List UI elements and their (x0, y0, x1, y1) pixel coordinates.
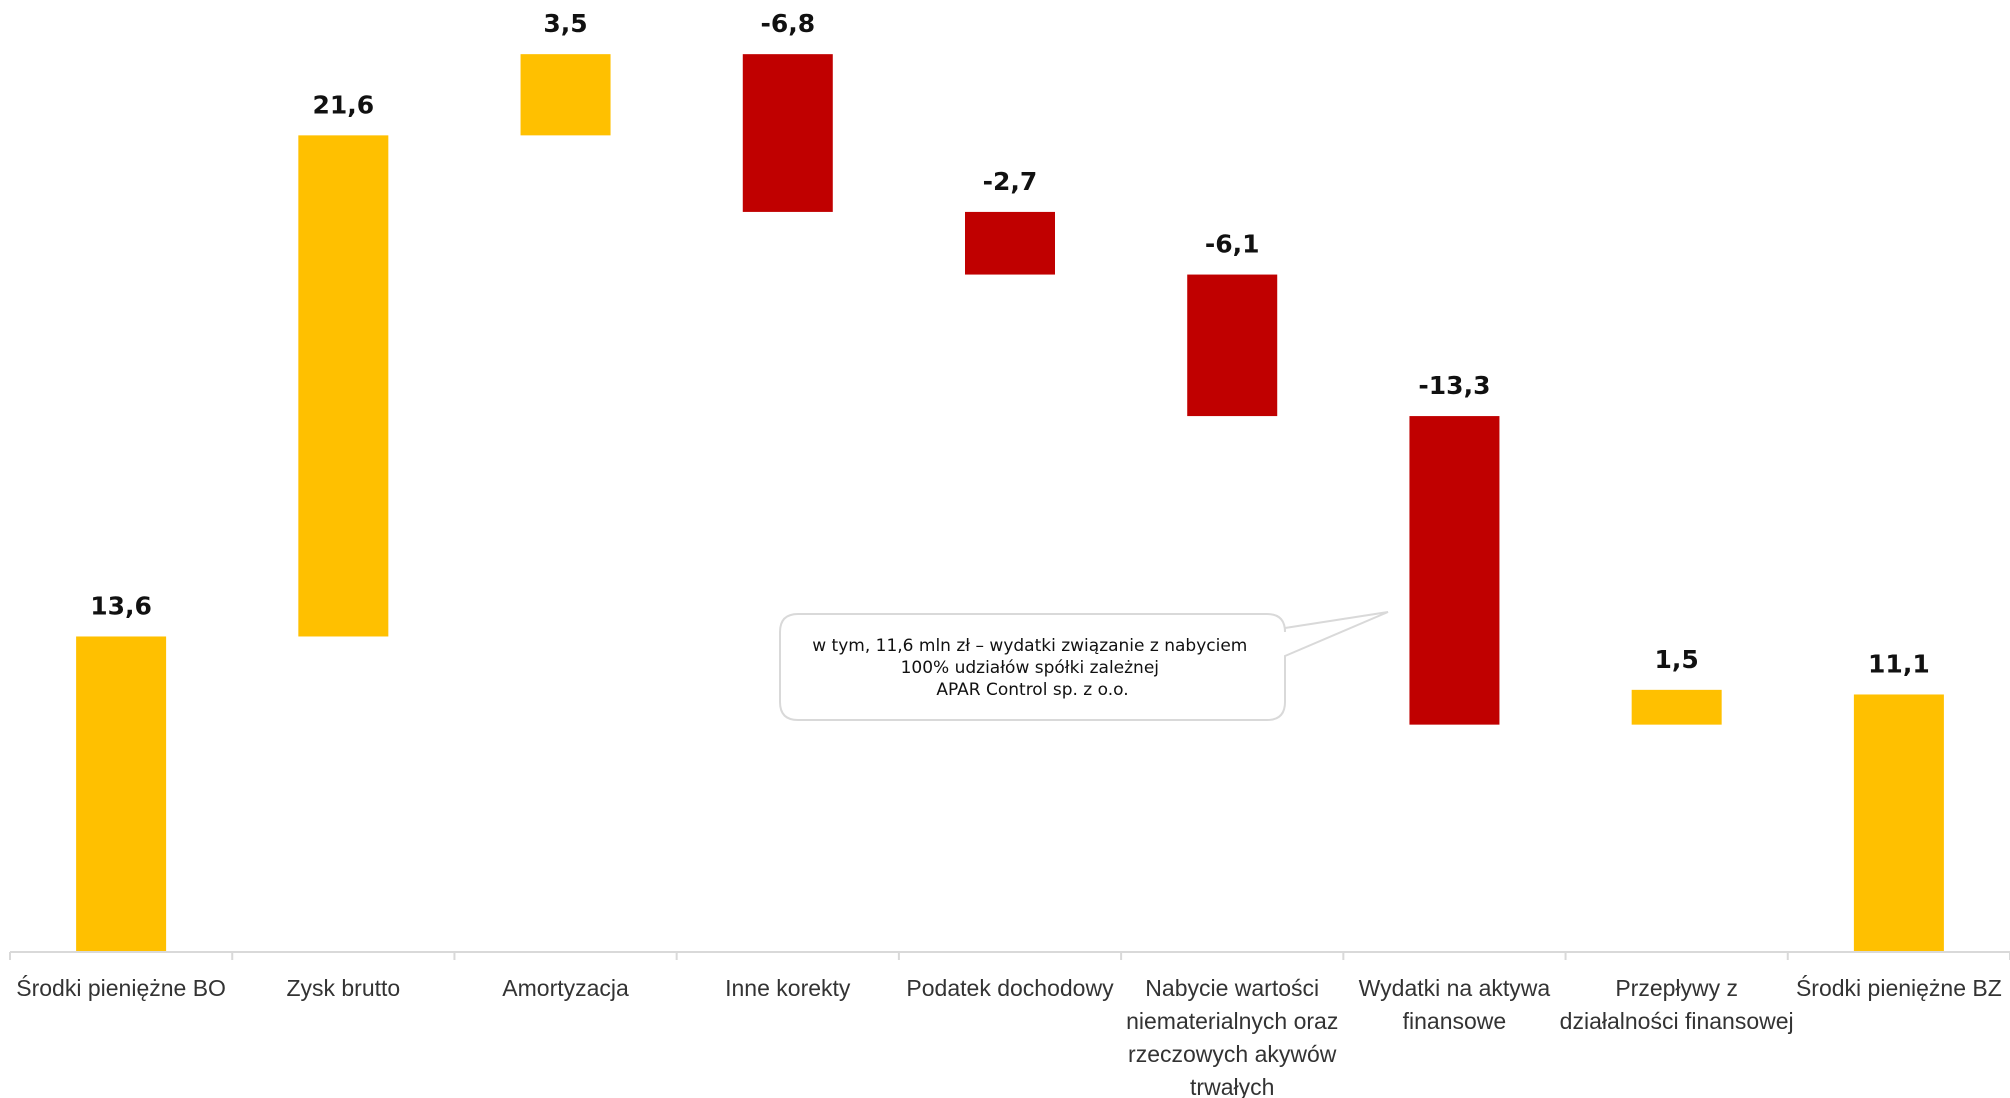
bar-6 (1187, 274, 1278, 417)
value-label-2: 21,6 (312, 90, 374, 119)
callout-bubble (779, 611, 1389, 721)
value-label-3: 3,5 (543, 9, 587, 38)
bar-9 (1853, 694, 1944, 952)
value-label-1: 13,6 (90, 591, 152, 620)
category-label-2: Zysk brutto (286, 975, 400, 1001)
callout-line-2: 100% udziałów spółki zależnej (901, 658, 1159, 678)
value-label-6: -6,1 (1205, 230, 1260, 259)
callout-text: w tym, 11,6 mln zł – wydatki związanie z… (812, 636, 1253, 700)
bar-7 (1409, 416, 1500, 725)
bar-8 (1631, 689, 1722, 725)
category-label-3: Amortyzacja (502, 975, 629, 1001)
bar-5 (965, 211, 1055, 275)
category-label-4: Inne korekty (725, 975, 851, 1001)
category-label-1: Środki pieniężne BO (16, 974, 226, 1001)
value-label-5: -2,7 (983, 167, 1038, 196)
value-label-7: -13,3 (1418, 371, 1490, 400)
category-label-5: Podatek dochodowy (906, 975, 1114, 1001)
bar-4 (742, 54, 833, 212)
bar-2 (298, 135, 389, 637)
value-label-8: 1,5 (1655, 645, 1699, 674)
value-label-4: -6,8 (760, 9, 815, 38)
annotation-callout: w tym, 11,6 mln zł – wydatki związanie z… (779, 611, 1389, 721)
category-labels-group: Środki pieniężne BO Zysk brutto Amortyzacj… (16, 974, 2002, 1098)
x-axis-ticks (9, 952, 2010, 960)
value-labels-group: 13,6 21,6 3,5 -6,8 -2,7 -6,1 -13,3 1,5 11,1 (90, 9, 1929, 678)
callout-line-3: APAR Control sp. z o.o. (936, 680, 1128, 700)
category-label-6: Nabycie wartości niematerialnych oraz rzec… (1126, 975, 1338, 1098)
callout-line-1: w tym, 11,6 mln zł – wydatki związanie z… (812, 636, 1247, 656)
category-label-7: Wydatki na aktywa finansowe (1359, 975, 1551, 1034)
category-label-8: Przepływy z działalności finansowej (1560, 975, 1794, 1034)
bar-3 (520, 54, 611, 136)
bar-1 (76, 636, 167, 952)
value-label-9: 11,1 (1868, 649, 1930, 678)
bars-group (76, 54, 1944, 952)
category-label-9: Środki pieniężne BZ (1796, 974, 2002, 1001)
